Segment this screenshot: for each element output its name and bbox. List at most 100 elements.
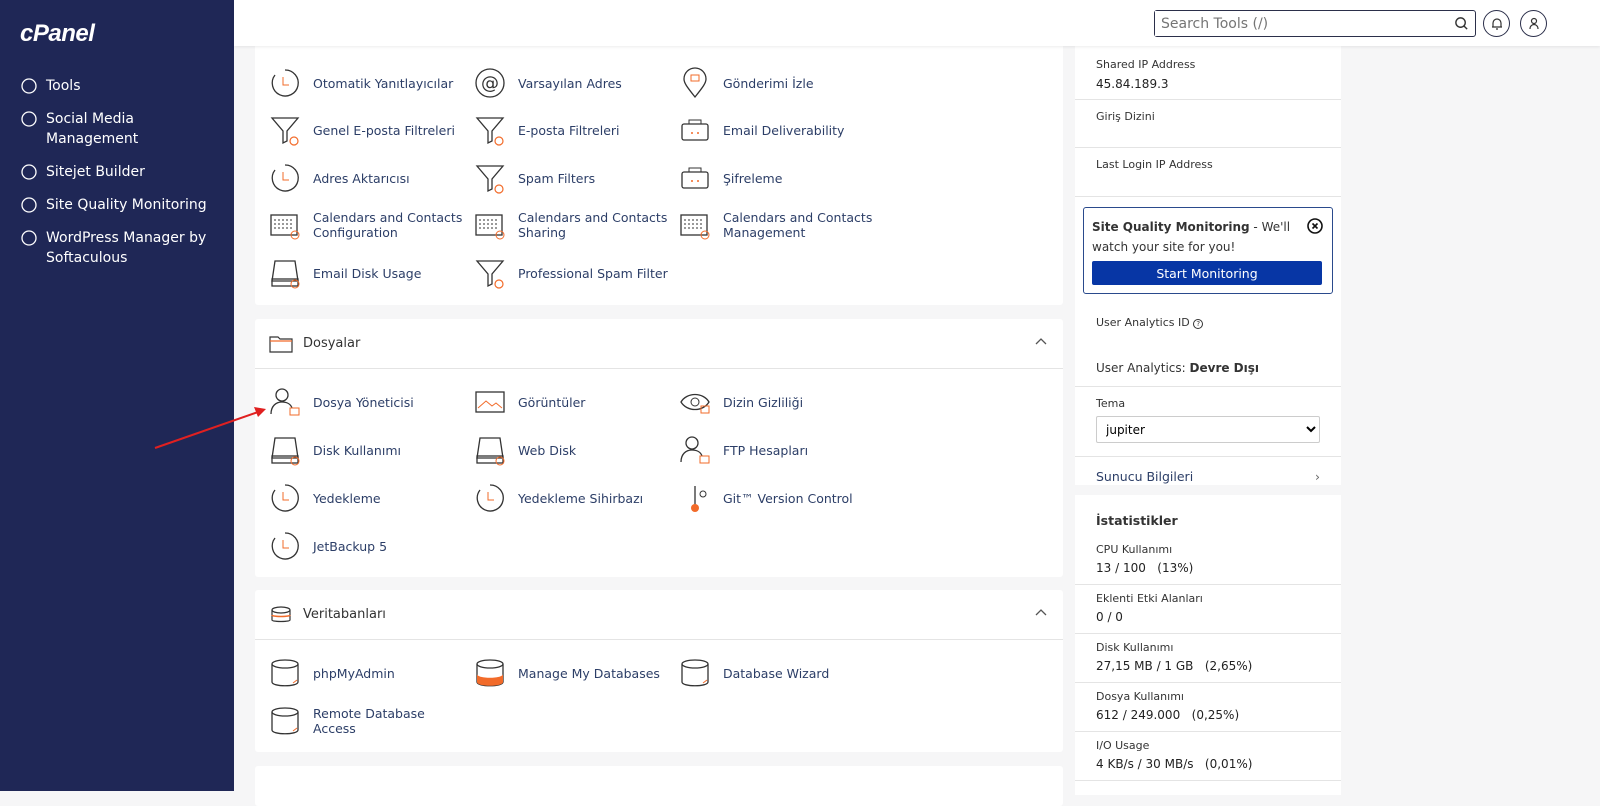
tool-item[interactable]: Calendars and Contacts Sharing bbox=[472, 209, 668, 241]
search-box[interactable] bbox=[1154, 10, 1476, 37]
file-manager-icon bbox=[270, 388, 300, 416]
tool-item[interactable]: Calendars and Contacts Management bbox=[677, 209, 873, 241]
tool-item[interactable]: Disk Kullanımı bbox=[267, 434, 401, 466]
stat-row: I/O Usage 4 KB/s / 30 MB/s (0,01%) bbox=[1075, 732, 1341, 781]
sidebar-item-site[interactable]: Site Quality Monitoring bbox=[18, 195, 228, 215]
backup-icon bbox=[271, 484, 299, 512]
stat-row: CPU Kullanımı 13 / 100 (13%) bbox=[1075, 536, 1341, 585]
analytics-status: Devre Dışı bbox=[1189, 361, 1260, 375]
search-input[interactable] bbox=[1155, 11, 1445, 36]
tool-label: Email Deliverability bbox=[723, 122, 845, 138]
stat-value: 13 / 100 (13%) bbox=[1096, 561, 1194, 575]
search-icon[interactable] bbox=[1454, 16, 1469, 31]
shared-ip-value: 45.84.189.3 bbox=[1096, 77, 1169, 91]
tool-item[interactable]: Database Wizard bbox=[677, 657, 829, 689]
tool-item[interactable]: Gönderimi İzle bbox=[677, 67, 814, 99]
user-account-icon[interactable] bbox=[1520, 10, 1547, 37]
stat-value: 0 / 0 bbox=[1096, 610, 1123, 624]
tool-label: Adres Aktarıcısı bbox=[313, 170, 410, 186]
tool-item[interactable]: Yedekleme bbox=[267, 482, 381, 514]
server-info-link[interactable]: Sunucu Bilgileri › bbox=[1075, 457, 1341, 494]
tool-item[interactable]: Email Disk Usage bbox=[267, 257, 421, 289]
tool-label: phpMyAdmin bbox=[313, 665, 395, 681]
tool-item[interactable]: Şifreleme bbox=[677, 162, 782, 194]
sidebar-item-wordpress[interactable]: WordPress Manager by Softaculous bbox=[18, 228, 228, 268]
directory-privacy-icon bbox=[680, 393, 710, 414]
tool-label: Database Wizard bbox=[723, 665, 830, 681]
sitejet-icon bbox=[21, 164, 37, 180]
tool-item[interactable]: Spam Filters bbox=[472, 162, 595, 194]
tool-item[interactable]: Dizin Gizliliği bbox=[677, 386, 803, 418]
help-icon[interactable]: ? bbox=[1193, 319, 1204, 329]
chevron-up-icon[interactable] bbox=[1035, 337, 1047, 345]
stat-row: Disk Kullanımı 27,15 MB / 1 GB (2,65%) bbox=[1075, 634, 1341, 683]
close-icon[interactable] bbox=[1307, 218, 1323, 234]
social-media-icon bbox=[21, 111, 37, 127]
files-panel-header[interactable]: Dosyalar bbox=[255, 319, 1063, 369]
tool-item[interactable]: Genel E-posta Filtreleri bbox=[267, 114, 455, 146]
tool-item[interactable]: Professional Spam Filter bbox=[472, 257, 668, 289]
sidebar-item-tools[interactable]: Tools bbox=[18, 76, 228, 96]
chevron-right-icon: › bbox=[1315, 469, 1320, 484]
database-icon bbox=[476, 659, 504, 687]
tool-item[interactable]: phpMyAdmin bbox=[267, 657, 395, 689]
sidebar-item-sitejet[interactable]: Sitejet Builder bbox=[18, 162, 228, 182]
chevron-up-icon[interactable] bbox=[1035, 608, 1047, 616]
sidebar-nav: Tools Social Media Management Sitejet Buil… bbox=[18, 76, 228, 281]
stat-label: I/O Usage bbox=[1096, 739, 1150, 752]
tool-label: Dizin Gizliliği bbox=[723, 394, 804, 410]
web-disk-icon bbox=[476, 437, 505, 466]
track-delivery-icon bbox=[683, 67, 707, 99]
theme-row: Tema jupiter bbox=[1075, 387, 1341, 457]
tool-item[interactable]: Manage My Databases bbox=[472, 657, 660, 689]
tool-item[interactable]: Yedekleme Sihirbazı bbox=[472, 482, 643, 514]
at-icon: @ bbox=[475, 68, 505, 98]
mailbox-icon bbox=[681, 119, 709, 141]
databases-panel-header[interactable]: Veritabanları bbox=[255, 590, 1063, 640]
phpmyadmin-icon bbox=[271, 659, 299, 687]
tool-item[interactable]: E-posta Filtreleri bbox=[472, 114, 620, 146]
tool-label: Git™ Version Control bbox=[723, 490, 853, 506]
tool-item[interactable]: FTP Hesapları bbox=[677, 434, 808, 466]
tool-label: JetBackup 5 bbox=[313, 538, 388, 554]
cpanel-logo[interactable]: cPanel bbox=[20, 20, 95, 47]
tool-item[interactable]: Remote Database Access bbox=[267, 705, 463, 737]
tool-item[interactable]: Calendars and Contacts Configuration bbox=[267, 209, 463, 241]
tool-item[interactable]: Otomatik Yanıtlayıcılar bbox=[267, 67, 453, 99]
tool-item[interactable]: Email Deliverability bbox=[677, 114, 844, 146]
tool-label: Calendars and Contacts Configuration bbox=[313, 210, 463, 240]
global-filter-icon bbox=[270, 117, 300, 146]
tool-item[interactable]: Dosya Yöneticisi bbox=[267, 386, 414, 418]
sqm-title: Site Quality Monitoring bbox=[1092, 220, 1250, 234]
tool-item[interactable]: JetBackup 5 bbox=[267, 530, 387, 562]
notifications-bell-icon[interactable] bbox=[1483, 10, 1510, 37]
git-icon bbox=[691, 486, 707, 512]
tool-item[interactable]: Görüntüler bbox=[472, 386, 585, 418]
email-panel: Otomatik Yanıtlayıcılar @ Varsayılan Adres… bbox=[255, 30, 1063, 305]
sidebar-item-social[interactable]: Social Media Management bbox=[18, 109, 228, 149]
tool-item[interactable]: Git™ Version Control bbox=[677, 482, 853, 514]
wordpress-icon bbox=[21, 230, 37, 246]
sidebar: cPanel Tools Social Media Management Sitej… bbox=[0, 0, 234, 791]
tool-label: Görüntüler bbox=[518, 394, 586, 410]
tool-item[interactable]: @ Varsayılan Adres bbox=[472, 67, 622, 99]
disk-icon bbox=[271, 260, 300, 289]
sqm-promo: Site Quality Monitoring - We'll watch yo… bbox=[1083, 207, 1333, 294]
start-monitoring-button[interactable]: Start Monitoring bbox=[1092, 261, 1322, 285]
tool-label: Spam Filters bbox=[518, 170, 596, 186]
calendar-sharing-icon bbox=[475, 214, 505, 240]
database-wizard-icon bbox=[681, 659, 709, 687]
tool-item[interactable]: Web Disk bbox=[472, 434, 576, 466]
tool-label: Yedekleme bbox=[313, 490, 381, 506]
sidebar-item-label: Sitejet Builder bbox=[46, 164, 145, 180]
tools-icon bbox=[21, 78, 37, 94]
next-panel bbox=[255, 766, 1063, 806]
folder-icon bbox=[269, 335, 293, 353]
stat-label: Eklenti Etki Alanları bbox=[1096, 592, 1203, 605]
theme-select[interactable]: jupiter bbox=[1096, 416, 1320, 443]
tool-label: Yedekleme Sihirbazı bbox=[518, 490, 644, 506]
tool-item[interactable]: Adres Aktarıcısı bbox=[267, 162, 410, 194]
home-dir-row: Giriş Dizini bbox=[1075, 100, 1341, 148]
stat-row: Eklenti Etki Alanları 0 / 0 bbox=[1075, 585, 1341, 634]
svg-text:@: @ bbox=[481, 73, 499, 94]
